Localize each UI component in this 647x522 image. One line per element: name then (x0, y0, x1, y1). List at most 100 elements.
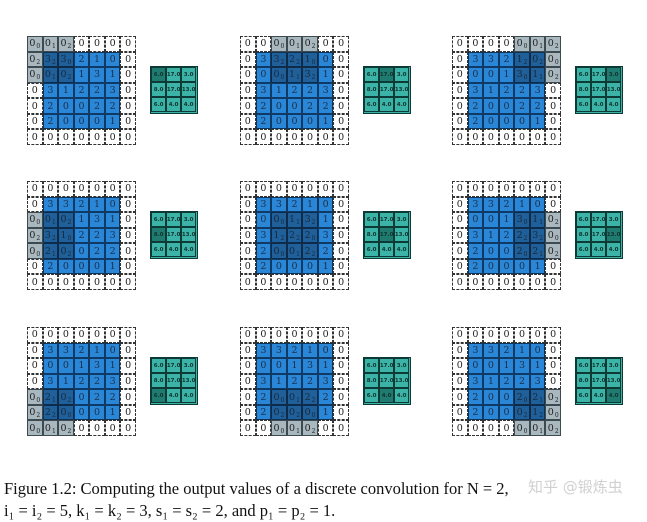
input-cell: 1 (498, 67, 515, 83)
input-cell: 1 (317, 113, 334, 130)
input-cell: 2 (104, 243, 121, 259)
output-cell: 13.0 (606, 373, 622, 389)
padding-cell: 0 (89, 327, 105, 343)
input-cell: 2 (498, 82, 515, 99)
input-cell: 1 (514, 342, 530, 359)
padding-cell: 0 (452, 358, 468, 374)
input-cell: 0 (58, 113, 74, 130)
padding-cell: 0 (42, 181, 59, 197)
padding-cell: 0 (452, 342, 468, 359)
input-cell: 2 (467, 98, 484, 114)
input-cell: 3 (317, 373, 334, 390)
output-grid: 6.0 17.0 3.0 8.0 17.0 13.0 6.0 4.0 4.0 (363, 66, 411, 114)
input-cell: 0 (271, 258, 287, 275)
kernel-weight: 0 (280, 219, 285, 227)
input-cell: 1 (317, 404, 334, 421)
padding-cell: 0 (255, 327, 272, 343)
output-cell: 3.0 (394, 212, 410, 228)
output-cell: 3.0 (181, 358, 197, 374)
padding-cell: 0 (452, 373, 468, 390)
output-cell: 4.0 (181, 242, 197, 258)
padding-cell: 0 (120, 67, 136, 83)
padding-cell: 0 (302, 129, 318, 145)
padding-cell: 0 (27, 327, 43, 343)
output-cell: 3.0 (606, 212, 622, 228)
kernel-weight: 2 (280, 412, 285, 420)
padding-cell: 0 (545, 82, 561, 99)
input-cell: 1 (317, 212, 334, 228)
output-cell: 8.0 (151, 227, 167, 243)
output-cell: 13.0 (606, 82, 622, 98)
padding-cell: 0 (498, 181, 515, 197)
kernel-weight: 0 (311, 58, 316, 66)
output-cell: 17.0 (591, 212, 607, 228)
padding-cell: 0 (452, 196, 468, 213)
padding-cell: 0 (27, 358, 43, 374)
input-cell: 3 (104, 373, 121, 390)
input-cell: 1 (302, 342, 318, 359)
padding-cell: 0 (104, 36, 121, 52)
padding-cell: 0 (240, 98, 256, 114)
padding-cell: 0 (89, 420, 105, 436)
padding-cell: 0 (240, 243, 256, 259)
input-cell: 0 (467, 358, 484, 374)
padding-cell: 0 (120, 98, 136, 114)
padding-cell: 0 (452, 274, 468, 290)
padding-cell: 0 (27, 82, 43, 99)
kernel-weight: 1 (296, 43, 300, 51)
kernel-weight: 0 (280, 396, 285, 404)
output-grid: 6.0 17.0 3.0 8.0 17.0 13.0 6.0 4.0 4.0 (363, 357, 411, 405)
output-cell: 17.0 (591, 82, 607, 98)
output-cell: 6.0 (576, 388, 592, 404)
kernel-weight: 0 (36, 396, 41, 404)
padding-cell: 0 (89, 181, 105, 197)
input-cell: 3 (467, 342, 484, 359)
input-cell: 1 (73, 212, 90, 228)
kernel-weight: 1 (51, 74, 56, 82)
input-cell: 0 (58, 358, 74, 374)
padding-cell: 0 (483, 327, 499, 343)
padding-cell: 0 (452, 227, 468, 244)
padding-cell: 0 (333, 181, 349, 197)
kernel-weight: 2 (539, 412, 544, 420)
padding-cell: 0 (120, 227, 136, 244)
input-cell: 3 (255, 373, 272, 390)
output-grid: 6.0 17.0 3.0 8.0 17.0 13.0 6.0 4.0 4.0 (575, 66, 623, 114)
kernel-weight: 1 (51, 396, 56, 404)
padding-cell: 0 (240, 358, 256, 374)
output-cell: 6.0 (151, 242, 167, 258)
kernel-weight: 2 (539, 234, 544, 242)
input-cell: 3 (271, 342, 287, 359)
padding-cell: 0 (452, 98, 468, 114)
padding-cell: 0 (333, 227, 349, 244)
input-cell: 2 (104, 98, 121, 114)
padding-cell: 0 (452, 129, 468, 145)
output-cell: 6.0 (364, 242, 380, 258)
padding-cell: 0 (302, 181, 318, 197)
kernel-weight: 1 (539, 43, 544, 51)
output-cell: 6.0 (364, 67, 380, 83)
kernel-weight: 0 (280, 427, 285, 435)
kernel-weight: 2 (539, 58, 544, 66)
input-cell: 0 (42, 358, 59, 374)
padding-cell: 0 (317, 420, 334, 436)
input-cell: 0 (271, 113, 287, 130)
padding-cell: 0 (120, 212, 136, 228)
input-cell: 3 (483, 196, 499, 213)
kernel-weight: 2 (523, 58, 528, 66)
